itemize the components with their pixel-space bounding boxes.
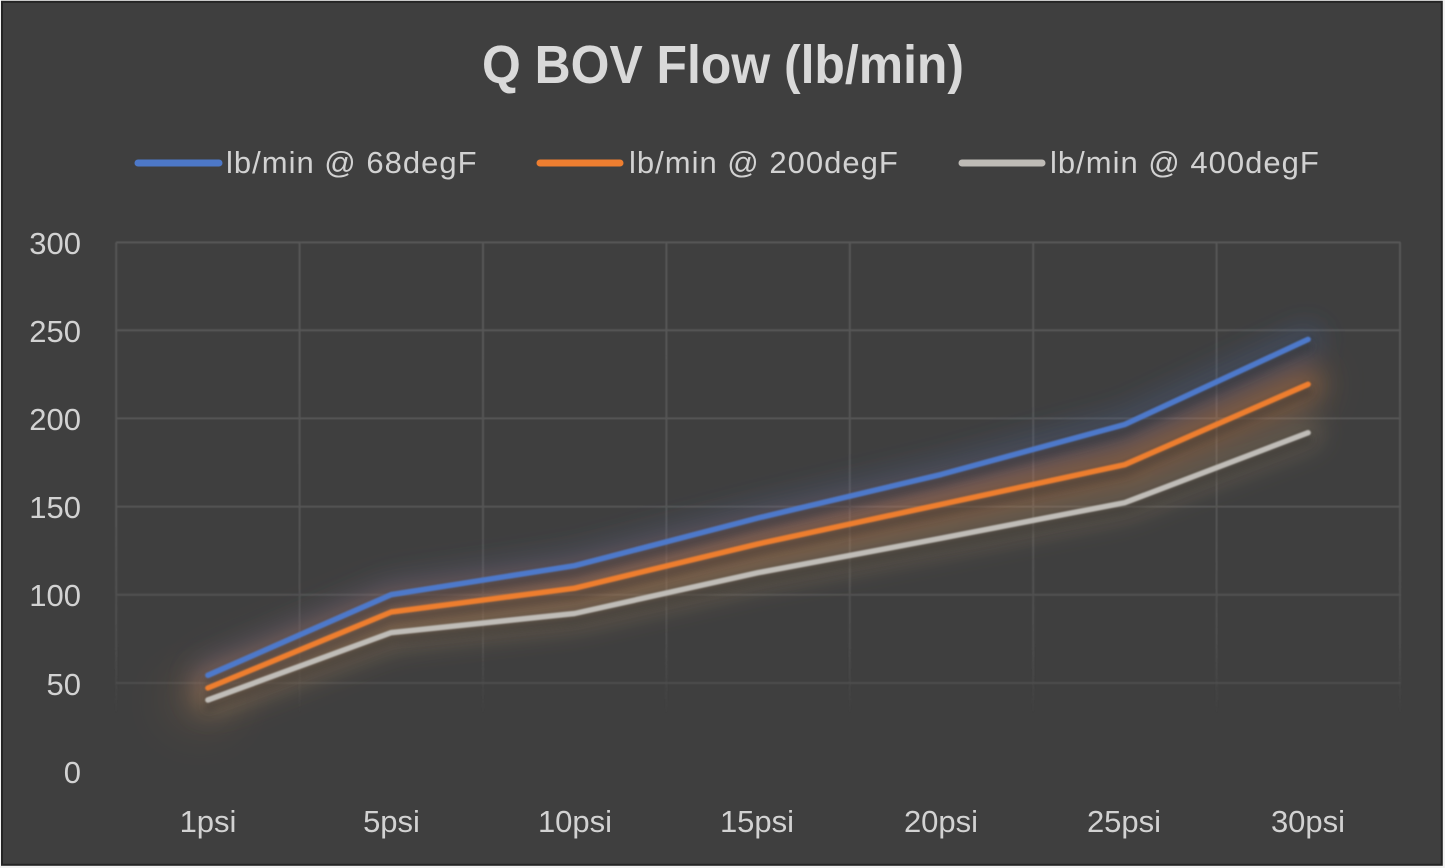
svg-text:15psi: 15psi xyxy=(720,804,794,839)
svg-text:lb/min @ 200degF: lb/min @ 200degF xyxy=(629,145,899,180)
svg-text:1psi: 1psi xyxy=(180,804,237,839)
svg-text:20psi: 20psi xyxy=(904,804,978,839)
svg-text:300: 300 xyxy=(29,226,81,261)
svg-text:200: 200 xyxy=(29,402,81,437)
svg-text:Q BOV Flow (lb/min): Q BOV Flow (lb/min) xyxy=(482,35,964,95)
svg-text:lb/min @ 68degF: lb/min @ 68degF xyxy=(226,145,478,180)
svg-text:10psi: 10psi xyxy=(538,804,612,839)
svg-text:30psi: 30psi xyxy=(1271,804,1345,839)
svg-text:5psi: 5psi xyxy=(363,804,420,839)
svg-text:lb/min @ 400degF: lb/min @ 400degF xyxy=(1050,145,1320,180)
svg-text:50: 50 xyxy=(47,667,81,702)
svg-text:25psi: 25psi xyxy=(1087,804,1161,839)
svg-text:150: 150 xyxy=(29,490,81,525)
svg-text:250: 250 xyxy=(29,314,81,349)
svg-text:0: 0 xyxy=(64,755,81,790)
svg-text:100: 100 xyxy=(29,578,81,613)
